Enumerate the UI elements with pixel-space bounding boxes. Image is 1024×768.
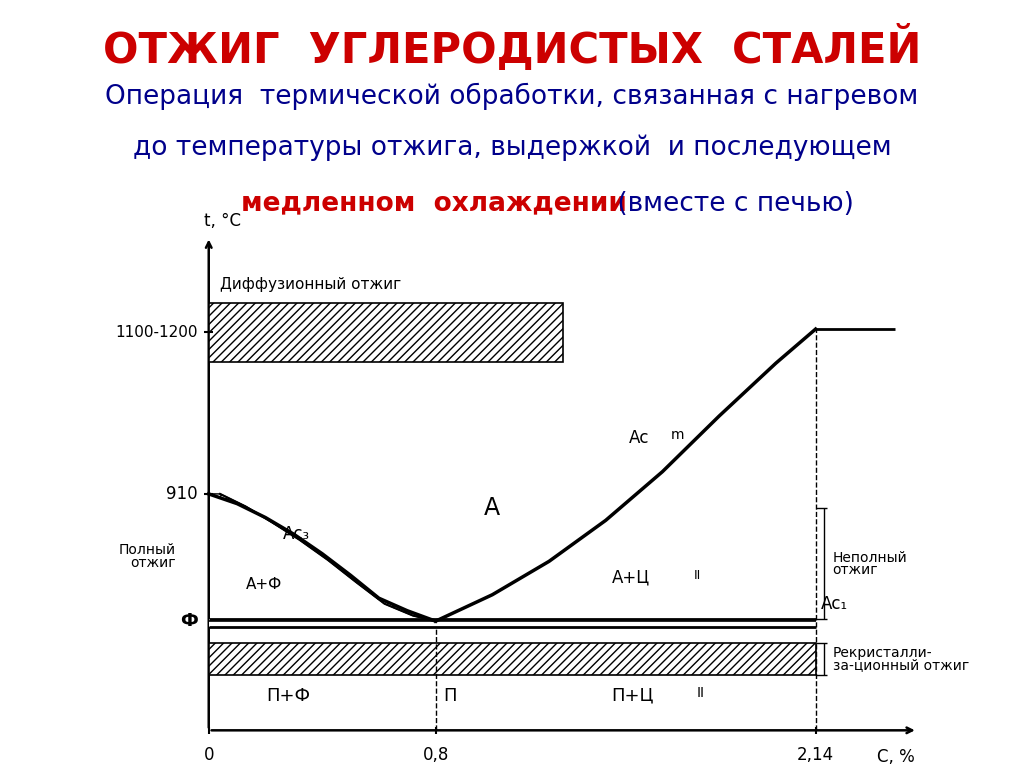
Text: А+Ц: А+Ц <box>611 568 649 586</box>
Text: за-ционный отжиг: за-ционный отжиг <box>833 657 969 671</box>
Text: Неполный: Неполный <box>833 551 907 565</box>
Text: Рекристалли-: Рекристалли- <box>833 647 932 660</box>
Text: П: П <box>443 687 457 704</box>
Text: (вместе с печью): (вместе с печью) <box>609 190 854 217</box>
Text: медленном  охлаждении: медленном охлаждении <box>241 190 627 217</box>
Text: Операция  термической обработки, связанная с нагревом: Операция термической обработки, связанна… <box>105 83 919 110</box>
Text: Ас₁: Ас₁ <box>821 594 848 613</box>
Text: ІІ: ІІ <box>696 687 705 700</box>
Text: до температуры отжига, выдержкой  и последующем: до температуры отжига, выдержкой и после… <box>133 135 891 161</box>
Text: 0,8: 0,8 <box>423 746 449 763</box>
Text: 0: 0 <box>204 746 214 763</box>
Text: Ас: Ас <box>629 429 649 447</box>
Text: Полный: Полный <box>119 542 176 557</box>
Text: А+Ф: А+Ф <box>246 577 282 592</box>
Text: ОТЖИГ  УГЛЕРОДИСТЫХ  СТАЛЕЙ: ОТЖИГ УГЛЕРОДИСТЫХ СТАЛЕЙ <box>102 25 922 72</box>
Text: m: m <box>671 429 684 442</box>
Text: 2,14: 2,14 <box>797 746 835 763</box>
Text: отжиг: отжиг <box>833 564 879 578</box>
Text: А: А <box>484 496 501 520</box>
Text: Ф: Ф <box>179 612 198 631</box>
Bar <box>209 619 815 627</box>
Text: Диффузионный отжиг: Диффузионный отжиг <box>220 277 401 293</box>
Bar <box>209 303 563 362</box>
Text: С, %: С, % <box>878 748 914 766</box>
Polygon shape <box>209 494 435 621</box>
Text: Ас₃: Ас₃ <box>283 525 309 543</box>
Bar <box>209 644 815 675</box>
Text: 910: 910 <box>166 485 198 503</box>
Text: ІІ: ІІ <box>693 569 700 582</box>
Text: t, °C: t, °C <box>205 212 242 230</box>
Text: 1100-1200: 1100-1200 <box>115 325 198 339</box>
Text: П+Ц: П+Ц <box>611 687 654 704</box>
Text: П+Ф: П+Ф <box>266 687 310 704</box>
Text: отжиг: отжиг <box>130 557 176 571</box>
